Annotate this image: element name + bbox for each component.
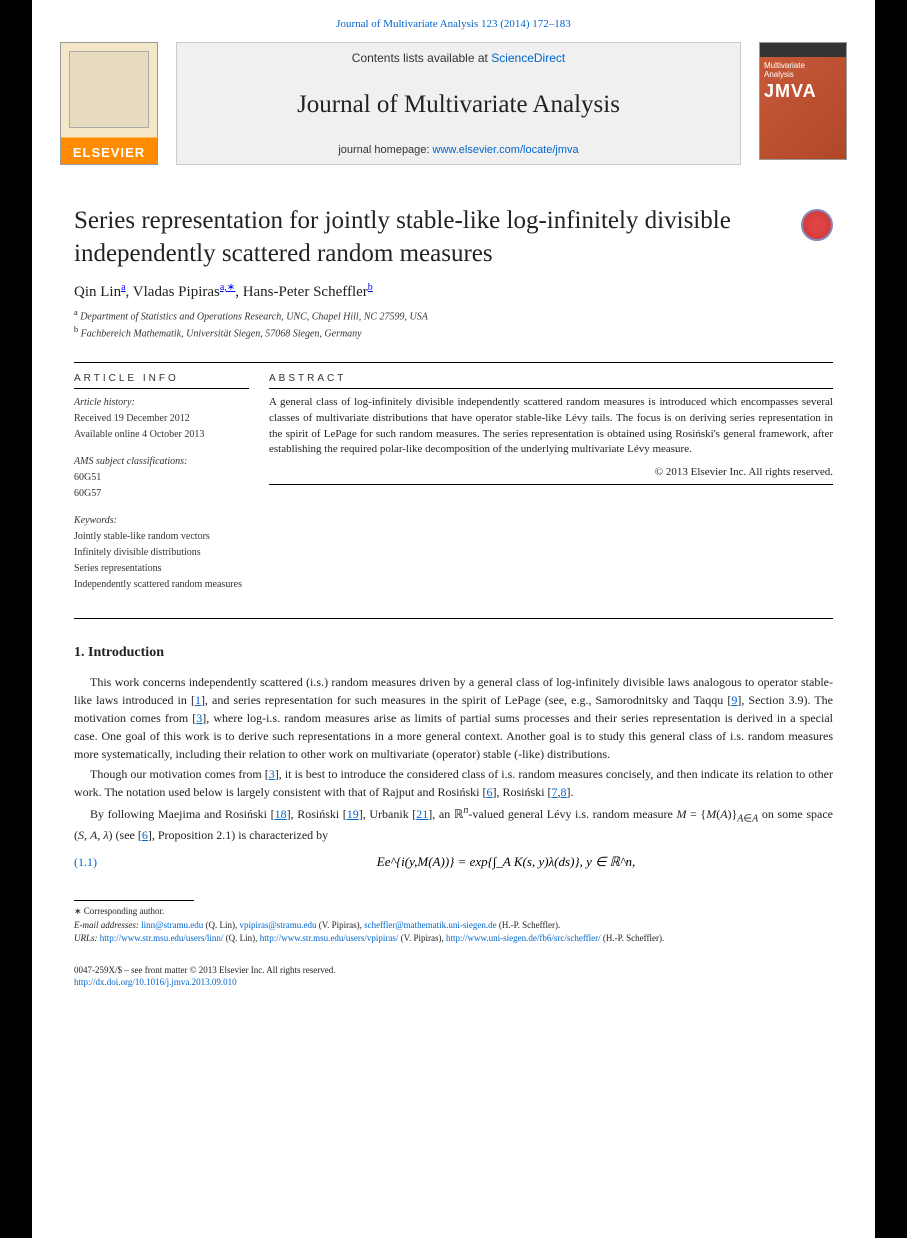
url-link-2[interactable]: http://www.str.msu.edu/users/vpipiras/ [260,933,399,943]
cite-19[interactable]: 19 [347,807,359,821]
article-title: Series representation for jointly stable… [74,205,781,270]
email-link-2[interactable]: vpipiras@stramu.edu [239,920,316,930]
url-link-3[interactable]: http://www.uni-siegen.de/fb6/src/scheffl… [446,933,601,943]
cite-18[interactable]: 18 [275,807,287,821]
homepage-link[interactable]: www.elsevier.com/locate/jmva [433,144,579,156]
affil-link-b[interactable]: b [368,282,373,293]
journal-name: Journal of Multivariate Analysis [177,91,740,119]
banner-center: Contents lists available at ScienceDirec… [176,42,741,165]
article-info: ARTICLE INFO Article history: Received 1… [74,373,269,604]
crossmark-icon[interactable] [801,209,833,241]
elsevier-text: ELSEVIER [61,145,157,160]
bottom-info: 0047-259X/$ – see front matter © 2013 El… [74,964,833,989]
email-link-3[interactable]: scheffler@mathematik.uni-siegen.de [364,920,497,930]
footnotes: ∗ Corresponding author. E-mail addresses… [74,905,833,946]
section-1-heading: 1. Introduction [74,645,833,661]
contents-available: Contents lists available at ScienceDirec… [177,51,740,65]
header-citation: Journal of Multivariate Analysis 123 (20… [32,0,875,42]
affil-link-a[interactable]: a [121,282,125,293]
elsevier-logo: ELSEVIER [60,42,158,165]
doi-link[interactable]: http://dx.doi.org/10.1016/j.jmva.2013.09… [74,977,237,987]
paper-page: Journal of Multivariate Analysis 123 (20… [32,0,875,1238]
email-link-1[interactable]: linn@stramu.edu [141,920,203,930]
body-text: This work concerns independently scatter… [74,673,833,844]
affiliations: a Department of Statistics and Operation… [74,307,833,342]
equation-1-1: (1.1) Ee^{i(y,M(A))} = exp{∫_A K(s, y)λ(… [74,854,833,870]
url-link-1[interactable]: http://www.str.msu.edu/users/linn/ [100,933,224,943]
authors: Qin Lina, Vladas Pipirasa,∗, Hans-Peter … [74,282,833,301]
content-area: Series representation for jointly stable… [32,165,875,1009]
abstract: ABSTRACT A general class of log-infinite… [269,373,833,604]
cite-21[interactable]: 21 [416,807,428,821]
sciencedirect-link[interactable]: ScienceDirect [491,51,565,65]
affil-link-a-corr[interactable]: a,∗ [220,282,235,293]
journal-homepage: journal homepage: www.elsevier.com/locat… [177,144,740,156]
eq-number[interactable]: (1.1) [74,855,119,870]
journal-banner: ELSEVIER Contents lists available at Sci… [60,42,847,165]
journal-cover: MultivariateAnalysis JMVA [759,42,847,160]
